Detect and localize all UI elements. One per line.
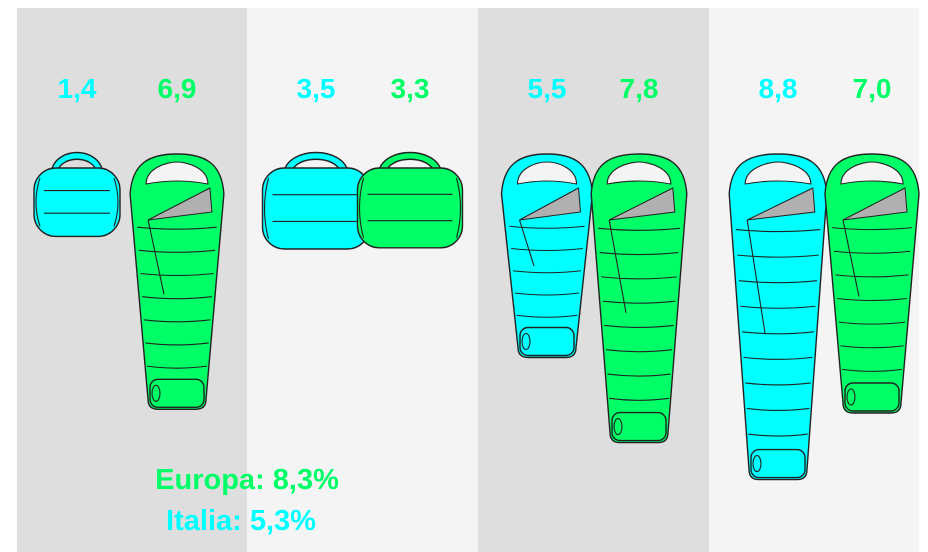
value-label-italia: 1,4 <box>58 73 97 104</box>
sleeping-bag-open <box>500 153 594 359</box>
sleeping-bag-open <box>129 153 225 410</box>
value-labels: 1,4 3,5 5,5 8,8 6,9 3,3 7,8 7,0 <box>58 73 892 104</box>
value-label-europa: 3,3 <box>391 73 430 104</box>
sleeping-bag-open <box>728 153 828 481</box>
sleeping-bag-packed <box>33 151 121 238</box>
value-label-italia: 8,8 <box>759 73 798 104</box>
column-band <box>247 8 478 552</box>
legend: Europa: 8,3% Italia: 5,3% <box>155 464 339 537</box>
value-label-italia: 5,5 <box>528 73 567 104</box>
value-label-europa: 6,9 <box>158 73 197 104</box>
value-label-europa: 7,0 <box>853 73 892 104</box>
sleeping-bag-packed <box>356 151 464 249</box>
legend-italia: Italia: 5,3% <box>166 505 316 537</box>
legend-europa: Europa: 8,3% <box>155 464 339 496</box>
sleeping-bag-open <box>590 153 688 444</box>
sleeping-bag-open <box>824 153 920 414</box>
value-label-italia: 3,5 <box>297 73 336 104</box>
value-label-europa: 7,8 <box>620 73 659 104</box>
sleeping-bag-marks <box>33 151 920 481</box>
